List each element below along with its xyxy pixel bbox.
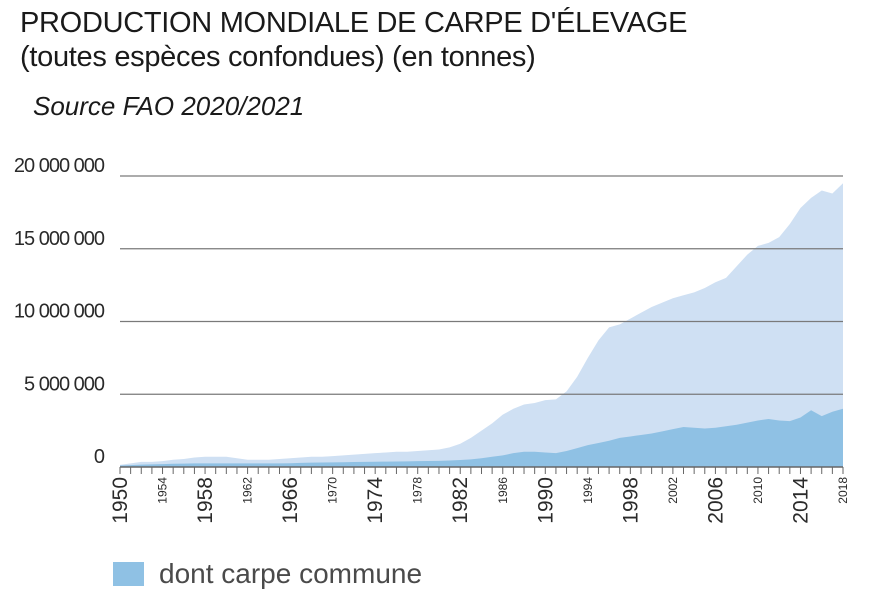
chart-title-line-1: PRODUCTION MONDIALE DE CARPE D'ÉLEVAGE <box>20 7 688 39</box>
x-tick-label-major: 1974 <box>364 477 387 524</box>
y-axis: 0 5 000 000 10 000 000 15 000 000 20 000 000 <box>14 155 106 468</box>
chart-gridlines <box>120 175 843 395</box>
x-tick-label-minor: 1994 <box>581 477 595 504</box>
x-tick-label-minor: 1970 <box>326 477 340 504</box>
legend-swatch-common-carp <box>113 562 144 586</box>
x-axis: 1950 1958 1966 1974 1982 1990 1998 2006 2014 1954… <box>109 466 850 524</box>
x-tick-label-major: 1958 <box>194 477 217 524</box>
x-tick-label-minor: 2010 <box>751 477 765 504</box>
x-tick-label-major: 1966 <box>279 477 302 524</box>
x-tick-label-major: 1982 <box>449 477 472 524</box>
area-total-carp-production <box>120 183 843 467</box>
x-tick-label-major: 1998 <box>619 477 642 524</box>
chart-title: PRODUCTION MONDIALE DE CARPE D'ÉLEVAGE (… <box>20 6 687 74</box>
y-tick-label: 0 <box>94 446 105 468</box>
y-tick-label: 5 000 000 <box>24 373 105 395</box>
legend: dont carpe commune <box>113 558 422 590</box>
y-tick-label: 15 000 000 <box>14 228 105 250</box>
x-tick-label-minor: 2018 <box>836 477 850 504</box>
legend-label-common-carp: dont carpe commune <box>159 558 423 589</box>
chart-subtitle: Source FAO 2020/2021 <box>33 91 305 121</box>
x-tick-label-minor: 1962 <box>241 477 255 504</box>
chart-areas <box>120 183 843 467</box>
x-tick-label-major: 1950 <box>109 477 132 524</box>
x-tick-label-minor: 1978 <box>411 477 425 504</box>
x-tick-label-major: 2006 <box>704 477 727 524</box>
x-tick-label-major: 1990 <box>534 477 557 524</box>
x-tick-label-major: 2014 <box>789 477 812 524</box>
chart-title-line-2: (toutes espèces confondues) (en tonnes) <box>20 41 536 73</box>
x-tick-label-minor: 2002 <box>666 477 680 504</box>
area-chart: 0 5 000 000 10 000 000 15 000 000 20 000 000… <box>14 155 850 524</box>
y-tick-label: 20 000 000 <box>14 155 105 177</box>
x-tick-label-minor: 1986 <box>496 477 510 504</box>
area-common-carp-production <box>120 408 843 467</box>
y-tick-label: 10 000 000 <box>14 301 105 323</box>
x-tick-label-minor: 1954 <box>156 477 170 504</box>
